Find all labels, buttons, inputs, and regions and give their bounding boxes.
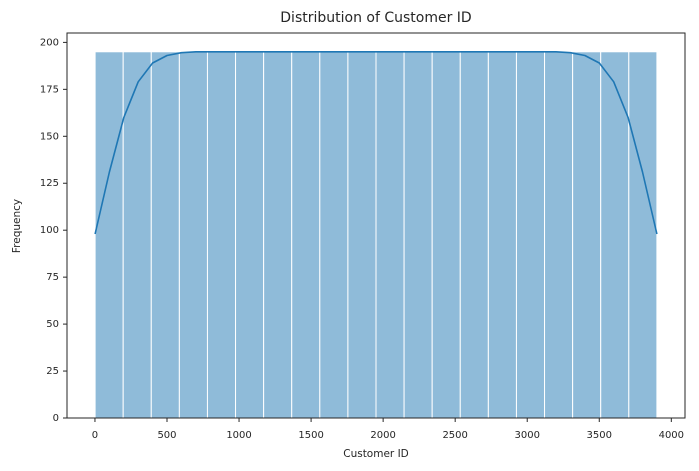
bar <box>375 51 405 419</box>
x-tick-label: 500 <box>157 430 176 441</box>
bar <box>291 51 321 419</box>
bar <box>347 51 377 419</box>
x-tick-label: 4000 <box>659 430 684 441</box>
bar <box>263 51 293 419</box>
bar <box>544 51 574 419</box>
bar <box>487 51 517 419</box>
y-tick-label: 0 <box>53 413 59 424</box>
bar <box>600 51 630 419</box>
chart-title: Distribution of Customer ID <box>280 10 471 26</box>
bar <box>94 51 124 419</box>
x-tick-label: 1500 <box>298 430 323 441</box>
y-tick-label: 75 <box>46 272 59 283</box>
bar <box>319 51 349 419</box>
kde-line <box>94 51 658 235</box>
x-tick-label: 0 <box>92 430 98 441</box>
plot-frame <box>66 32 686 419</box>
bar <box>459 51 489 419</box>
bar <box>403 51 433 419</box>
bar <box>628 51 658 419</box>
y-tick-label: 200 <box>40 37 59 48</box>
bar <box>572 51 602 419</box>
y-tick-label: 50 <box>46 319 59 330</box>
y-tick-label: 125 <box>40 178 59 189</box>
y-tick-label: 100 <box>40 225 59 236</box>
bar <box>178 51 208 419</box>
y-tick-label: 150 <box>40 131 59 142</box>
y-axis-label: Frequency <box>11 199 23 253</box>
y-tick-label: 175 <box>40 84 59 95</box>
bar <box>206 51 237 419</box>
x-tick-label: 3500 <box>587 430 612 441</box>
x-axis-label: Customer ID <box>343 448 409 460</box>
bar <box>431 51 461 419</box>
bar <box>150 51 180 419</box>
x-tick-label: 3000 <box>514 430 539 441</box>
bar <box>235 51 265 419</box>
bar <box>515 51 546 419</box>
x-tick-label: 2500 <box>442 430 467 441</box>
x-tick-label: 1000 <box>226 430 251 441</box>
y-tick-label: 25 <box>46 366 59 377</box>
x-tick-label: 2000 <box>370 430 395 441</box>
